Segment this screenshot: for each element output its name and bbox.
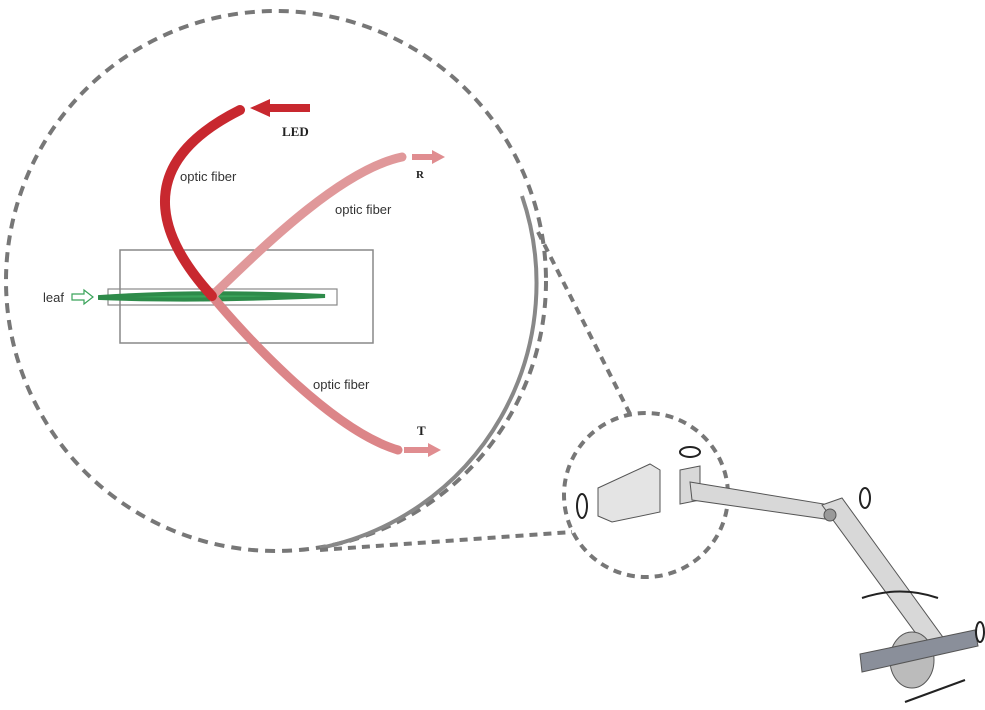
label-led: LED	[282, 124, 309, 139]
fiber-r	[207, 152, 407, 301]
connector	[319, 530, 573, 552]
leaf-arrow	[71, 288, 94, 306]
label-fiber: optic fiber	[313, 377, 370, 392]
t-arrow	[404, 443, 441, 457]
label-t: T	[417, 423, 426, 438]
motion-arrows	[576, 446, 985, 703]
label-fiber: optic fiber	[180, 169, 237, 184]
zoom-circle	[4, 9, 548, 553]
label-leaf: leaf	[43, 290, 64, 305]
r-arrow	[412, 150, 445, 164]
led-arrow	[250, 99, 310, 117]
label-r: R	[416, 169, 425, 181]
robot-arm	[597, 463, 979, 689]
fiber-t	[207, 291, 403, 455]
fiber-led	[160, 105, 245, 301]
label-fiber: optic fiber	[335, 202, 392, 217]
connector	[536, 231, 634, 419]
zoom-arc	[319, 195, 539, 550]
